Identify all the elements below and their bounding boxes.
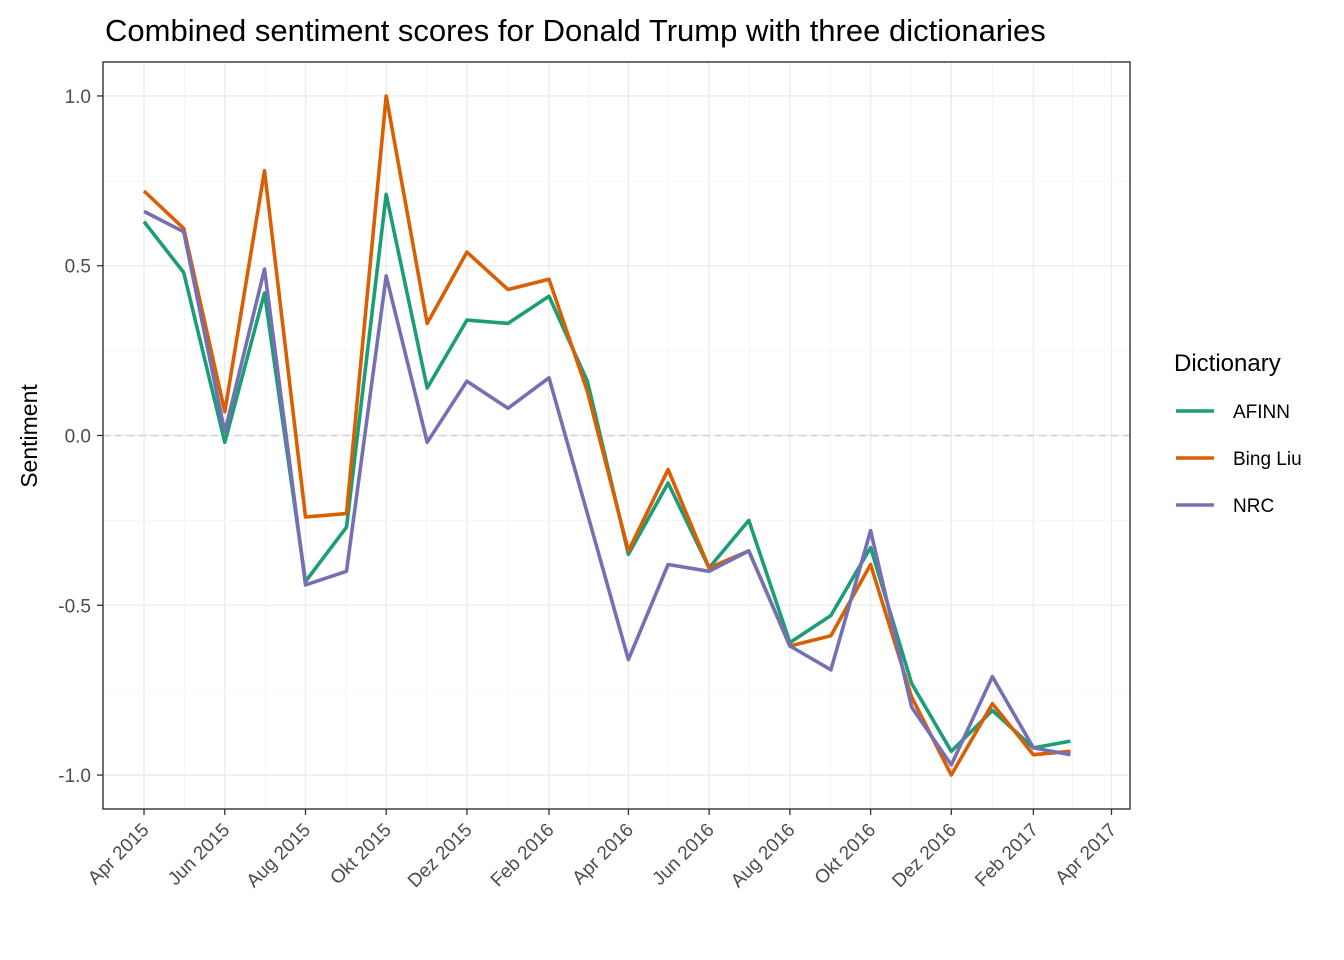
x-tick-label: Feb 2016 — [487, 820, 559, 892]
x-tick-label: Apr 2015 — [84, 820, 153, 889]
series-line-nrc — [143, 209, 1071, 767]
y-tick-label: 0.5 — [65, 257, 91, 278]
y-axis: 1.0 0.5 0.0 -0.5 -1.0 — [58, 87, 103, 787]
x-tick-label: Dez 2016 — [889, 820, 961, 892]
legend-label: AFINN — [1233, 402, 1290, 423]
x-tick-label: Aug 2016 — [727, 820, 799, 892]
legend-title: Dictionary — [1174, 350, 1281, 377]
series-lines — [142, 94, 1071, 777]
chart-title: Combined sentiment scores for Donald Tru… — [105, 13, 1046, 48]
y-tick-label: -0.5 — [58, 596, 91, 617]
x-tick-label: Apr 2017 — [1052, 820, 1121, 889]
x-tick-label: Dez 2015 — [404, 820, 476, 892]
x-tick-label: Jun 2016 — [649, 820, 719, 890]
y-tick-label: 1.0 — [65, 87, 91, 108]
x-tick-label: Jun 2015 — [164, 820, 234, 890]
legend-label: Bing Liu — [1233, 449, 1302, 470]
legend-label: NRC — [1233, 496, 1274, 517]
gridlines — [103, 62, 1130, 809]
x-tick-label: Okt 2015 — [326, 820, 395, 889]
legend: Dictionary AFINN Bing Liu NRC — [1174, 350, 1302, 517]
x-tick-label: Feb 2017 — [971, 820, 1043, 892]
y-tick-label: -1.0 — [58, 766, 91, 787]
series-line-bing-liu — [142, 94, 1071, 777]
x-tick-label: Okt 2016 — [811, 820, 880, 889]
x-axis: Apr 2015 Jun 2015 Aug 2015 Okt 2015 Dez 2015… — [84, 809, 1121, 892]
y-tick-label: 0.0 — [65, 427, 91, 448]
x-tick-label: Aug 2015 — [243, 820, 315, 892]
x-tick-label: Apr 2016 — [569, 820, 638, 889]
y-axis-label: Sentiment — [16, 384, 42, 488]
